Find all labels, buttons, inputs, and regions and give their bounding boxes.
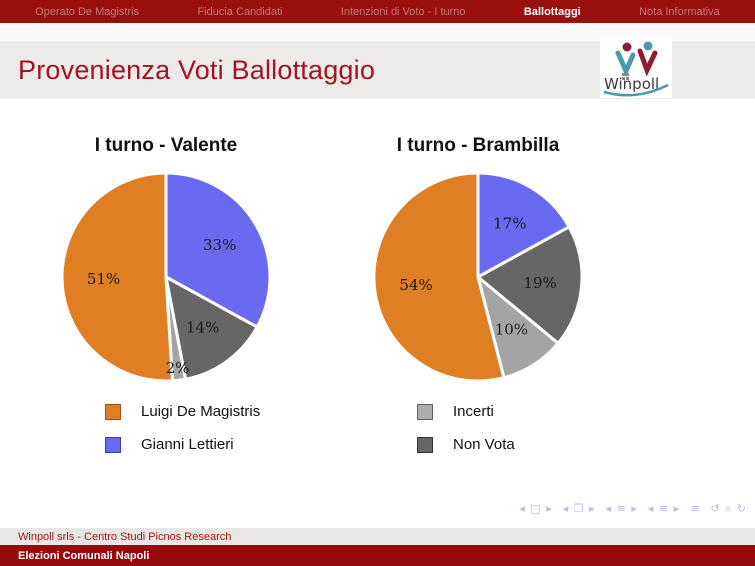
nav-item-2[interactable]: Intenzioni di Voto - I turno [340,5,466,18]
chart-title-1: I turno - Brambilla [396,135,560,156]
chart-title-0: I turno - Valente [94,135,238,156]
legend-1: Incerti Non Vota [417,403,515,469]
winpoll-logo-graphic: Winpoll [603,41,669,97]
legend-swatch-icon [105,436,121,453]
logo-window-3 [622,77,625,80]
legend-swatch-icon [417,436,433,453]
pie-value-label: 51% [87,270,120,288]
pie-slice-gianni-lettieri [164,171,272,329]
pie-value-label: 14% [186,319,219,337]
pie-chart-0: 33% 14% 2% 51% [60,171,272,383]
top-nav-bar: Operato De Magistris Fiducia Candidati Int… [0,0,755,23]
footer-title-bar: Elezioni Comunali Napoli [0,545,755,566]
pie-value-label: 54% [399,276,432,294]
appendix-icon[interactable]: ≡ [690,502,701,515]
pie-slice-gianni-lettieri [476,171,571,279]
logo-figure-right-head [643,41,653,51]
footer-institute-text: Winpoll srls - Centro Studi Picnos Resea… [18,530,232,543]
chart-column-1: I turno - Brambilla 17% 19% 10% 54% Incerti No… [322,135,634,469]
header-strip [0,23,755,41]
pie-value-label: 33% [203,236,236,254]
legend-row-luigi-de-magistris: Luigi De Magistris [105,403,260,420]
subsection-nav-icons[interactable]: ◂ ≡ ▸ [605,502,638,515]
nav-item-3[interactable]: Ballottaggi [523,5,581,18]
legend-row-gianni-lettieri: Gianni Lettieri [105,436,260,453]
chart-column-0: I turno - Valente 33% 14% 2% 51% Luigi De Mag… [10,135,322,469]
footer-title-text: Elezioni Comunali Napoli [18,549,150,562]
legend-swatch-icon [105,403,121,420]
logo-swoosh [603,83,669,97]
logo-figure-left-body [615,50,636,78]
logo-window-2 [626,73,629,76]
nav-item-4[interactable]: Nota Informativa [639,5,720,18]
pie-slice-non-vota [164,275,259,381]
legend-row-non-vota: Non Vota [417,436,515,453]
logo-wordmark: Winpoll [604,75,659,93]
logo-figure-left-head [622,42,632,52]
section-nav-icons[interactable]: ◂ ❐ ▸ [562,502,596,515]
winpoll-logo: Winpoll [600,38,672,98]
legend-swatch-icon [417,403,433,420]
legend-label: Non Vota [453,436,515,453]
legend-row-incerti: Incerti [417,403,515,420]
legend-label: Gianni Lettieri [141,436,234,453]
logo-figure-right-body [637,48,658,77]
pie-slice-non-vota [476,225,584,345]
back-find-forward-icons[interactable]: ↺ ⌕ ↻ [710,502,747,515]
legend-label: Incerti [453,403,494,420]
pie-slice-luigi-de-magistris [60,171,174,383]
pie-value-label: 17% [493,214,526,232]
page-title: Provenienza Voti Ballottaggio [18,54,376,85]
subsubsection-nav-icons[interactable]: ◂ ≡ ▸ [647,502,681,515]
pie-value-label: 19% [523,274,556,292]
legend-0: Luigi De Magistris Gianni Lettieri [105,403,260,469]
beamer-nav-symbols: ◂ □ ▸ ◂ ❐ ▸ ◂ ≡ ▸ ◂ ≡ ▸ ≡ ↺ ⌕ ↻ [519,502,747,516]
pie-value-label: 10% [495,321,528,339]
nav-item-1[interactable]: Fiducia Candidati [197,5,283,18]
nav-item-0[interactable]: Operato De Magistris [35,5,140,18]
pie-value-label: 2% [166,359,190,377]
footer-institute-bar: Winpoll srls - Centro Studi Picnos Resea… [0,528,755,545]
logo-window-4 [626,77,629,80]
pie-slice-luigi-de-magistris [372,171,506,383]
title-band: Provenienza Voti Ballottaggio Winpoll [0,38,755,99]
pie-chart-1: 17% 19% 10% 54% [372,171,584,383]
charts-row: I turno - Valente 33% 14% 2% 51% Luigi De Mag… [0,135,755,469]
frame-nav-icons[interactable]: ◂ □ ▸ [519,502,553,515]
logo-window-1 [622,73,625,76]
legend-label: Luigi De Magistris [141,403,261,420]
